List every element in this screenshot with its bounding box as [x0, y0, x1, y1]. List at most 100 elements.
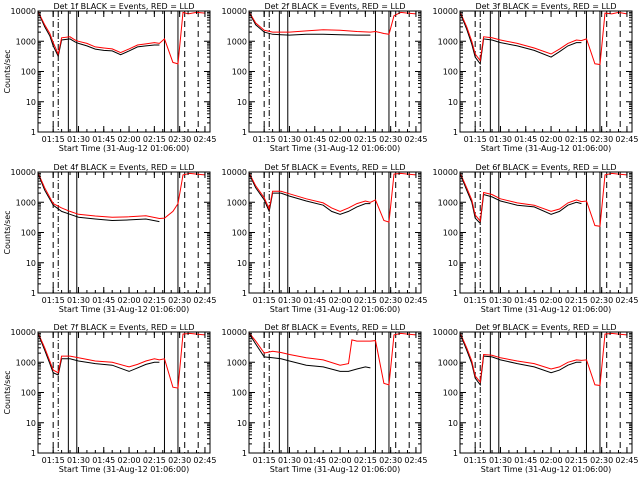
x-tick-label: 01:15	[464, 135, 487, 144]
y-tick-label: 1000	[438, 37, 458, 46]
time-markers	[474, 11, 621, 132]
x-tick-label: 01:45	[514, 135, 537, 144]
y-tick-label: 1	[453, 449, 458, 458]
series-group	[460, 332, 627, 387]
x-tick-label: 01:30	[67, 456, 90, 465]
y-tick-label: 1000	[16, 358, 36, 367]
time-markers	[263, 332, 410, 453]
y-tick-label: 10000	[433, 328, 458, 337]
detector-panel: Det 9f BLACK = Events, RED = LLD 1 10 100 10…	[433, 323, 639, 474]
plot-frame	[248, 171, 422, 294]
y-tick-label: 100	[21, 68, 36, 77]
x-tick-label: 02:15	[565, 456, 588, 465]
y-tick-label: 1000	[227, 37, 247, 46]
panel-title: Det 9f BLACK = Events, RED = LLD	[475, 323, 616, 332]
series-group	[249, 11, 416, 36]
events-series-line	[460, 12, 582, 66]
x-tick-label: 01:30	[489, 296, 512, 305]
x-tick-label: 01:15	[42, 135, 65, 144]
detector-panel: Det 6f BLACK = Events, RED = LLD 1 10 100 10…	[433, 163, 639, 314]
x-tick-label: 01:45	[514, 296, 537, 305]
x-tick-label: 02:00	[329, 456, 352, 465]
y-tick-label: 1000	[227, 198, 247, 207]
x-tick-label: 02:45	[615, 135, 638, 144]
panel-title: Det 8f BLACK = Events, RED = LLD	[264, 323, 405, 332]
x-tick-label: 02:45	[404, 135, 427, 144]
events-series-line	[460, 333, 582, 387]
time-markers	[474, 332, 621, 453]
x-axis-title: Start Time (31-Aug-12 01:06:00)	[59, 305, 190, 314]
events-series-line	[249, 173, 371, 215]
x-axis-title: Start Time (31-Aug-12 01:06:00)	[270, 465, 401, 474]
y-tick-label: 1	[31, 289, 36, 298]
x-tick-label: 02:30	[590, 296, 613, 305]
y-tick-label: 1	[242, 289, 247, 298]
panel-title: Det 4f BLACK = Events, RED = LLD	[53, 163, 194, 172]
panel-title: Det 7f BLACK = Events, RED = LLD	[53, 323, 194, 332]
x-tick-label: 02:00	[118, 296, 141, 305]
series-group	[460, 11, 627, 66]
events-series-line	[38, 333, 160, 376]
plot-frame	[459, 10, 633, 133]
x-tick-label: 02:15	[565, 296, 588, 305]
plot-frame	[248, 10, 422, 133]
x-tick-label: 02:30	[379, 296, 402, 305]
x-tick-label: 02:00	[329, 296, 352, 305]
panel-title: Det 3f BLACK = Events, RED = LLD	[475, 2, 616, 11]
y-tick-label: 10	[448, 419, 458, 428]
y-tick-label: 10000	[222, 168, 247, 177]
events-series-line	[38, 173, 160, 223]
time-markers	[474, 172, 621, 293]
y-tick-label: 1000	[16, 37, 36, 46]
y-tick-label: 10	[26, 419, 36, 428]
x-tick-label: 02:00	[540, 456, 563, 465]
x-tick-label: 01:30	[67, 135, 90, 144]
panel-title: Det 2f BLACK = Events, RED = LLD	[264, 2, 405, 11]
y-tick-label: 1000	[438, 198, 458, 207]
y-tick-label: 1000	[438, 358, 458, 367]
series-group	[460, 172, 627, 227]
x-tick-label: 02:45	[404, 456, 427, 465]
x-tick-label: 02:30	[379, 135, 402, 144]
lld-series-line	[249, 332, 416, 386]
x-tick-label: 02:15	[354, 296, 377, 305]
detector-panel: Det 2f BLACK = Events, RED = LLD 1 10 100 10…	[222, 2, 428, 153]
x-tick-label: 01:30	[489, 456, 512, 465]
plot-frame	[459, 331, 633, 454]
x-tick-label: 01:45	[92, 456, 115, 465]
series-group	[249, 332, 416, 386]
y-tick-label: 10	[26, 98, 36, 107]
time-markers	[52, 172, 199, 293]
x-tick-label: 02:30	[590, 135, 613, 144]
series-group	[38, 11, 205, 65]
detector-panel: Det 4f BLACK = Events, RED = LLD 1 10 100 10…	[3, 163, 216, 314]
x-tick-label: 02:30	[168, 296, 191, 305]
y-tick-label: 10	[237, 98, 247, 107]
y-tick-label: 1	[31, 128, 36, 137]
x-tick-label: 02:30	[379, 456, 402, 465]
time-markers	[52, 332, 199, 453]
y-tick-label: 1	[453, 289, 458, 298]
x-tick-label: 02:15	[354, 456, 377, 465]
series-group	[249, 172, 416, 223]
panel-title: Det 6f BLACK = Events, RED = LLD	[475, 163, 616, 172]
y-tick-label: 10	[237, 419, 247, 428]
y-axis-title: Counts/sec	[3, 210, 12, 254]
y-tick-label: 100	[232, 68, 247, 77]
x-tick-label: 02:30	[168, 135, 191, 144]
lld-series-line	[38, 332, 205, 389]
y-tick-label: 1	[242, 449, 247, 458]
y-tick-label: 10	[448, 98, 458, 107]
lld-series-line	[460, 11, 627, 66]
y-tick-label: 100	[21, 389, 36, 398]
x-tick-label: 01:45	[92, 296, 115, 305]
x-tick-label: 02:30	[168, 456, 191, 465]
plot-frame	[37, 331, 211, 454]
detector-panel: Det 5f BLACK = Events, RED = LLD 1 10 100 10…	[222, 163, 428, 314]
y-tick-label: 100	[21, 229, 36, 238]
y-tick-label: 10000	[11, 168, 36, 177]
events-series-line	[460, 173, 582, 225]
x-tick-label: 02:45	[193, 296, 216, 305]
series-group	[38, 172, 205, 223]
